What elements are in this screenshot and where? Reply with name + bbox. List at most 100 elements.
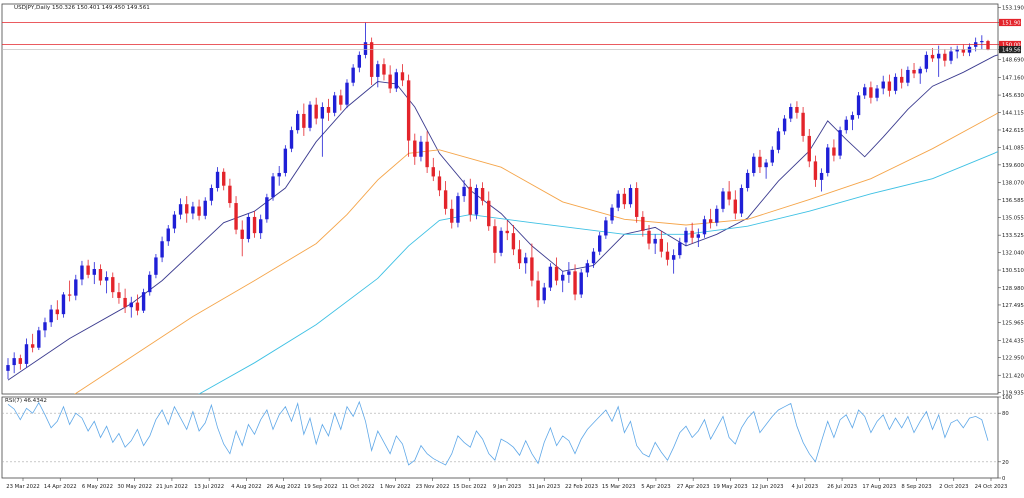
candle-body [505,230,509,234]
candle [819,168,824,192]
candle [67,280,72,302]
candle [283,145,288,177]
candle [222,168,226,191]
candle-body [980,41,984,43]
candle [782,115,787,135]
candle-body [234,203,238,230]
moving-average-line-2 [74,112,998,394]
candle-body [875,88,879,98]
candle-body [943,53,947,61]
candle [752,153,756,177]
y-tick-label: 133.525 [1002,233,1024,239]
candle-body [838,130,842,156]
candle [943,49,947,67]
candle-body [117,292,121,298]
candle-body [832,147,836,156]
candle-body [332,95,337,113]
candle-body [98,269,103,281]
candle-body [936,53,941,59]
candle [610,204,614,224]
candle [197,199,201,221]
candle [320,102,325,157]
candle [739,184,744,217]
candle [912,63,916,79]
candle [462,179,466,202]
y-tick-label: 141.085 [1002,146,1024,152]
candle-body [573,271,577,295]
candle-body [850,115,855,120]
candle-body [869,87,873,98]
candle [850,111,855,131]
candle-body [203,200,207,216]
moving-average-line-1 [7,54,998,381]
candle [869,81,873,104]
candle [585,259,590,278]
candle-body [228,185,232,204]
candle-body [376,64,380,77]
candle-body [955,49,959,52]
candle-body [86,265,90,275]
candle [61,292,66,318]
candle [807,128,811,168]
candle-body [708,219,713,223]
candle [400,64,405,87]
candle-body [339,95,343,105]
candle [517,240,522,270]
x-tick-label: 9 Jan 2023 [493,484,521,490]
candle-body [801,112,805,136]
x-tick-label: 4 Aug 2022 [231,484,262,490]
candle-body [690,230,694,238]
x-tick-label: 26 Aug 2022 [267,484,301,490]
x-tick-label: 22 Feb 2023 [565,484,598,490]
y-tick-label: 132.040 [1002,250,1024,256]
y-tick-label: 153.190 [1002,6,1024,12]
rsi-tick-label: 0 [1002,476,1006,482]
candle-body [671,255,676,260]
candle-body [351,67,355,83]
candle-body [246,216,251,239]
candle-body [474,188,479,215]
candle-body [49,309,53,323]
candle-body [450,208,454,223]
candle-body [462,186,466,197]
candle-body [856,95,861,116]
candle-body [745,172,750,189]
candle-body [634,188,639,217]
candle-body [135,302,140,311]
candle [419,135,423,162]
x-tick-label: 5 Apr 2023 [641,484,670,490]
candle [443,181,448,215]
candle [117,282,121,304]
candle [647,225,651,250]
candle [228,178,232,208]
y-tick-label: 147.160 [1002,75,1024,81]
candle-body [770,149,774,163]
candle-body [129,302,133,308]
candle-body [918,68,922,74]
candle [431,157,435,182]
x-tick-label: 31 Jan 2023 [528,484,560,490]
candle-body [295,113,300,131]
chart-header-symbol: USDJPY,Daily 150.326 150.401 149.450 149… [14,5,150,11]
candle-body [548,266,553,288]
candle-body [314,104,318,119]
candle [930,47,935,62]
candle-body [67,294,72,296]
candle [111,272,115,298]
y-tick-label: 128.980 [1002,286,1024,292]
candle-body [302,113,306,128]
candle [511,225,516,256]
candle-body [591,251,596,264]
candle-body [665,251,670,260]
candle-body [382,64,386,75]
rsi-tick-label: 100 [1002,395,1013,401]
candle [542,282,546,304]
candle-body [111,277,115,293]
candle-body [487,200,491,227]
candle [634,182,639,223]
candle-body [456,196,460,223]
candle-body [789,106,793,119]
candle [295,110,300,134]
